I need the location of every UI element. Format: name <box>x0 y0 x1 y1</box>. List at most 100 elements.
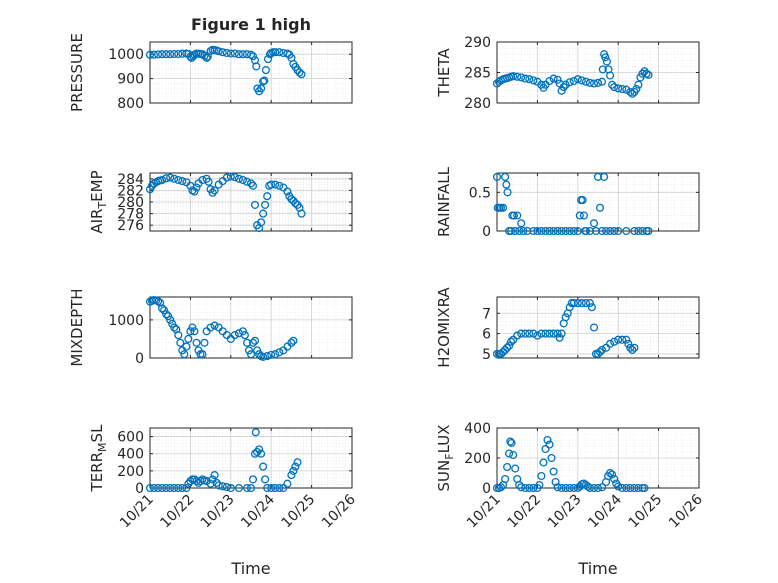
data-point <box>502 180 511 189</box>
data-point <box>606 339 615 348</box>
data-point <box>505 341 514 350</box>
data-point <box>255 350 264 359</box>
data-point <box>166 483 175 493</box>
data-point <box>242 338 252 347</box>
data-point <box>184 334 193 343</box>
data-point <box>618 335 627 344</box>
x-tick-label: 10/24 <box>585 491 625 531</box>
data-point <box>202 53 211 62</box>
data-point <box>525 483 534 493</box>
data-point <box>259 77 268 86</box>
data-point <box>503 343 512 352</box>
data-point <box>543 435 552 445</box>
data-point <box>238 50 247 59</box>
data-point <box>287 471 296 480</box>
data-point <box>565 303 574 312</box>
tick-marks <box>149 173 353 231</box>
data-point <box>565 78 574 87</box>
data-point <box>212 478 221 487</box>
data-point <box>549 329 558 338</box>
data-point <box>182 342 191 351</box>
data-point <box>589 323 599 332</box>
y-tick-label: 0 <box>135 481 144 497</box>
x-tick-label: 10/22 <box>504 492 544 532</box>
data-point <box>505 449 514 458</box>
y-tick-label: 284 <box>117 172 144 188</box>
data-point <box>238 175 247 185</box>
data-point <box>628 89 637 98</box>
data-point <box>610 474 619 484</box>
data-point <box>549 74 558 83</box>
data-point <box>511 226 520 236</box>
data-point <box>226 483 235 493</box>
data-point <box>597 345 607 354</box>
data-point <box>246 350 256 359</box>
series-markers <box>145 428 302 493</box>
subplot-rainfall: 0 0.5 RAINFALL <box>435 166 700 240</box>
x-tick-label: 10/23 <box>198 492 238 532</box>
data-point <box>600 172 609 181</box>
data-point <box>170 49 179 59</box>
data-point <box>218 482 227 491</box>
data-point <box>589 79 599 88</box>
data-point <box>182 483 191 493</box>
data-point <box>565 226 574 236</box>
data-point <box>170 323 179 332</box>
data-point <box>178 177 187 186</box>
data-point <box>263 352 272 361</box>
data-point <box>541 226 550 236</box>
data-point <box>608 470 617 479</box>
data-point <box>496 349 506 358</box>
data-point <box>577 299 586 308</box>
y-tick-label: 280 <box>117 195 144 211</box>
data-point <box>545 226 554 236</box>
data-point <box>226 49 235 58</box>
data-point <box>162 50 171 59</box>
y-axis-label: PRESSURE <box>68 33 86 112</box>
data-point <box>545 76 554 86</box>
data-point <box>170 174 179 183</box>
x-tick-label: 10/23 <box>545 492 585 532</box>
data-point <box>492 172 502 181</box>
data-point <box>267 180 276 189</box>
data-point <box>614 482 623 491</box>
data-point <box>174 331 183 340</box>
data-point <box>174 49 183 59</box>
data-point <box>610 337 619 346</box>
data-point <box>160 306 169 315</box>
subplot-pressure: 800 900 1000 PRESSURE <box>68 33 353 112</box>
data-point <box>158 304 167 313</box>
data-point <box>595 203 605 212</box>
data-point <box>214 47 223 56</box>
data-point <box>581 77 590 86</box>
data-point <box>578 196 587 205</box>
y-tick-label: 600 <box>117 430 144 446</box>
data-point <box>509 211 519 220</box>
data-point <box>297 70 306 79</box>
data-point <box>263 192 272 201</box>
data-point <box>513 331 522 340</box>
x-tick-label: 10/26 <box>666 491 706 531</box>
data-point <box>606 226 615 236</box>
data-point <box>246 50 256 59</box>
data-point <box>279 483 288 493</box>
y-tick-label: 0 <box>482 481 491 497</box>
y-axis-label: RAINFALL <box>435 166 453 237</box>
data-point <box>496 483 506 492</box>
data-point <box>501 172 510 181</box>
data-point <box>557 483 566 493</box>
data-point <box>630 343 639 352</box>
y-tick-label: 1000 <box>108 313 144 329</box>
data-point <box>529 329 538 338</box>
data-point <box>260 76 269 85</box>
x-tick-label: 10/25 <box>626 492 666 532</box>
data-point <box>509 335 518 344</box>
data-point <box>279 183 288 192</box>
data-point <box>291 199 300 208</box>
x-tick-label: 10/26 <box>319 491 359 531</box>
data-point <box>529 76 538 85</box>
data-point <box>507 226 516 236</box>
data-point <box>246 483 256 493</box>
